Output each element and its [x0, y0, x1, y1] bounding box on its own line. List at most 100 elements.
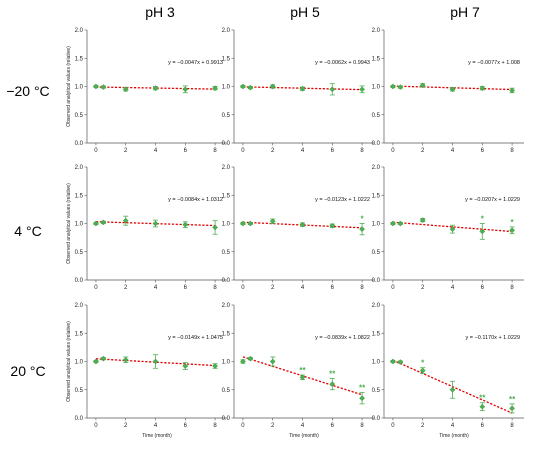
data-point [509, 87, 515, 94]
column-header-ph5: pH 5 [290, 4, 320, 20]
x-tick-label: 8 [213, 148, 217, 154]
x-tick-label: 4 [301, 285, 305, 291]
data-point [479, 403, 486, 410]
significance-marker: ** [359, 384, 366, 393]
y-tick-label: 0.5 [222, 388, 231, 394]
data-point [390, 358, 396, 365]
regression-equation: y = −0.0077x + 1.008 [468, 60, 520, 66]
y-tick-label: 0.5 [75, 250, 84, 256]
data-point [390, 83, 396, 90]
y-tick-label: 1.5 [222, 193, 231, 199]
y-tick-label: 1.5 [222, 56, 231, 62]
y-tick-label: 1.0 [372, 360, 381, 366]
data-point [100, 219, 107, 226]
y-tick-label: 2.0 [372, 165, 381, 171]
x-tick-label: 2 [421, 148, 425, 154]
x-tick-label: 2 [421, 423, 425, 429]
data-point [182, 221, 189, 228]
y-tick-label: 1.0 [75, 360, 84, 366]
x-tick-label: 6 [331, 148, 335, 154]
x-axis-label: Time (month) [289, 433, 319, 439]
y-tick-label: 0.0 [372, 416, 381, 422]
data-point [247, 355, 254, 362]
fit-line [95, 221, 216, 227]
chart-panel-6: 0.0 0.5 1.0 1.5 2.0 0 2 4 6 8 y = −0.0207x + 1.022… [372, 165, 524, 291]
data-point [479, 228, 486, 235]
data-point [152, 85, 159, 92]
y-tick-label: 0.0 [75, 416, 84, 422]
data-point [182, 363, 189, 369]
y-tick-label: 2.0 [372, 28, 381, 34]
x-tick-label: 4 [301, 148, 305, 154]
y-tick-label: 1.5 [222, 331, 231, 337]
data-point [247, 84, 254, 91]
significance-marker: * [421, 359, 425, 368]
data-point [240, 83, 246, 90]
y-tick-label: 0.5 [222, 250, 231, 256]
y-tick-label: 0.0 [372, 278, 381, 284]
data-point [240, 220, 246, 227]
data-point [122, 356, 129, 363]
x-tick-label: 8 [213, 285, 217, 291]
regression-equation: y = −0.0149x + 1.0475 [168, 335, 223, 341]
data-point [152, 358, 159, 365]
significance-marker: * [481, 215, 485, 224]
x-tick-label: 0 [94, 285, 98, 291]
data-point [93, 358, 99, 365]
y-tick-label: 1.5 [372, 331, 381, 337]
data-point [212, 224, 218, 231]
x-tick-label: 0 [241, 423, 245, 429]
y-tick-label: 2.0 [75, 165, 84, 171]
y-tick-label: 1.5 [75, 331, 84, 337]
row-header-20c: 20 °C [10, 363, 45, 379]
x-tick-label: 6 [481, 148, 485, 154]
y-tick-label: 1.0 [372, 222, 381, 228]
y-tick-label: 0.5 [75, 113, 84, 119]
significance-marker: ** [329, 369, 336, 378]
significance-marker: ** [479, 394, 486, 403]
data-point [269, 218, 276, 225]
y-tick-label: 1.5 [372, 193, 381, 199]
y-tick-label: 0.5 [372, 250, 381, 256]
data-point [359, 86, 365, 93]
x-tick-label: 0 [391, 285, 395, 291]
y-tick-label: 1.0 [372, 85, 381, 91]
significance-marker: ** [299, 366, 306, 375]
y-tick-label: 0.0 [75, 141, 84, 147]
y-tick-label: 2.0 [222, 303, 231, 309]
x-tick-label: 8 [510, 148, 514, 154]
chart-panel-5: 0.0 0.5 1.0 1.5 2.0 0 2 4 6 8 y = −0.0123x + 1.022… [222, 165, 374, 291]
data-point [93, 220, 99, 227]
x-tick-label: 4 [301, 423, 305, 429]
x-tick-label: 0 [241, 148, 245, 154]
column-header-ph7: pH 7 [450, 4, 480, 20]
data-point [247, 220, 254, 227]
data-point [359, 226, 365, 233]
chart-panel-8: 0.0 0.5 1.0 1.5 2.0 0 2 4 6 8 Time (month) y = −0.0… [222, 303, 374, 439]
chart-panel-4: 0.0 0.5 1.0 1.5 2.0 0 2 4 6 8 Observed analytical … [66, 165, 227, 291]
x-tick-label: 6 [481, 285, 485, 291]
data-point [122, 217, 129, 224]
data-point [100, 84, 107, 90]
fit-line [95, 86, 216, 90]
chart-panel-7: 0.0 0.5 1.0 1.5 2.0 0 2 4 6 8 Observed analytical … [66, 303, 227, 439]
x-tick-label: 0 [391, 423, 395, 429]
y-axis-label: Observed analytical values (relative) [66, 46, 72, 127]
data-point [93, 83, 99, 90]
x-tick-label: 2 [271, 148, 275, 154]
y-tick-label: 2.0 [75, 303, 84, 309]
y-tick-label: 1.5 [75, 193, 84, 199]
y-tick-label: 1.0 [222, 222, 231, 228]
x-tick-label: 6 [184, 423, 188, 429]
y-tick-label: 0.5 [222, 113, 231, 119]
x-tick-label: 2 [124, 285, 128, 291]
y-tick-label: 1.0 [222, 360, 231, 366]
x-tick-label: 4 [451, 285, 455, 291]
chart-panel-3: 0.0 0.5 1.0 1.5 2.0 0 2 4 6 8 y = −0.0077x + 1.008 [372, 28, 524, 154]
y-tick-label: 2.0 [222, 28, 231, 34]
data-point [449, 386, 456, 393]
y-tick-label: 2.0 [75, 28, 84, 34]
data-point [390, 220, 396, 227]
x-tick-label: 2 [124, 148, 128, 154]
data-point [479, 85, 486, 92]
